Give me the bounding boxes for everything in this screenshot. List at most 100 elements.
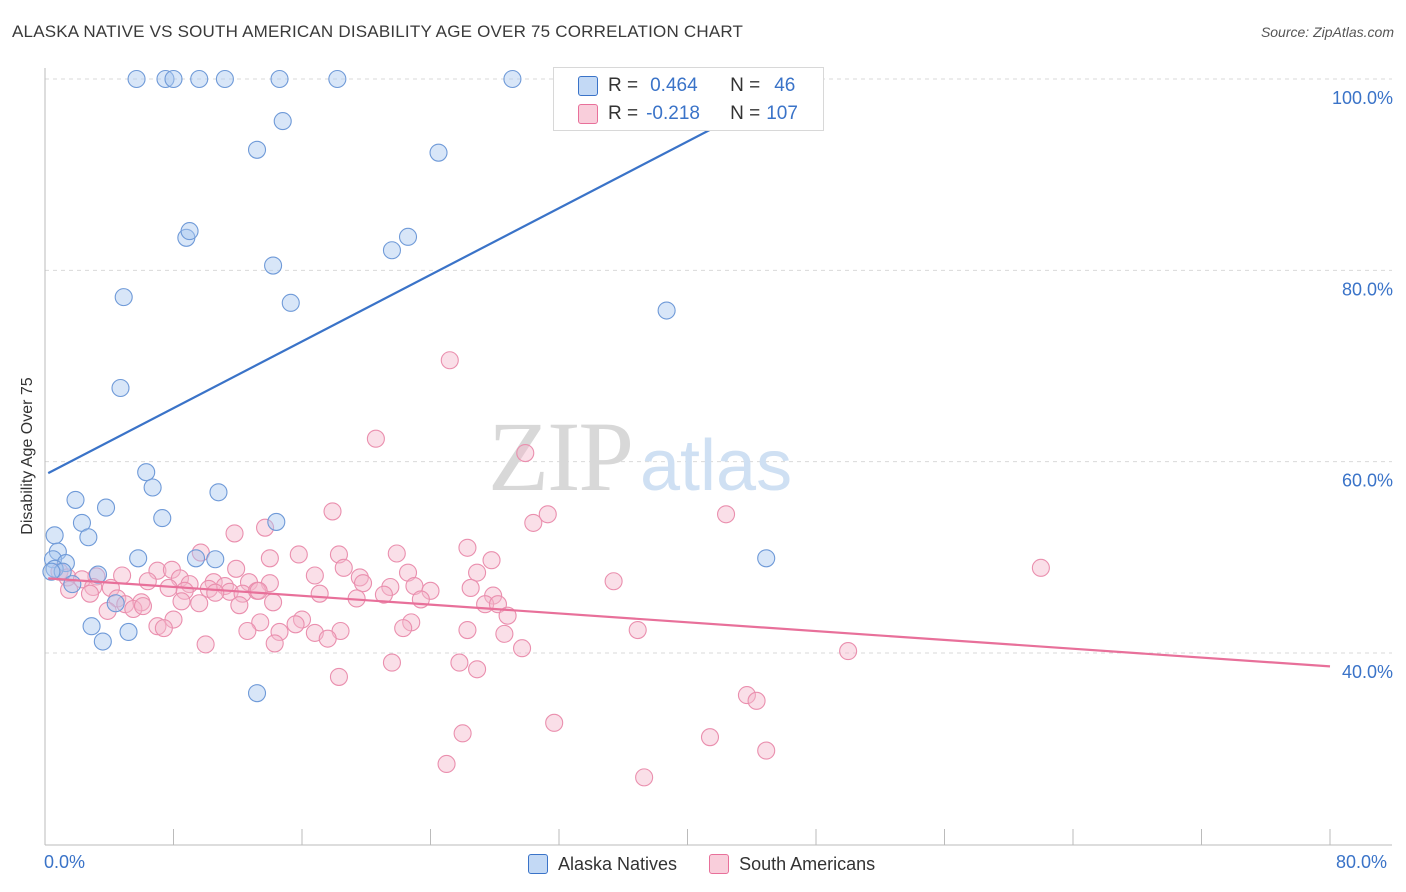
alaska-natives-point-45 — [119, 622, 138, 642]
alaska-natives-point-5 — [270, 69, 289, 89]
y-tick-label-40: 40.0% — [1342, 662, 1393, 682]
legend-r-value: 0.464 — [650, 75, 698, 96]
alaska-natives-point-2 — [164, 69, 183, 89]
alaska-natives-swatch — [528, 854, 548, 874]
south-americans-point-69 — [133, 597, 153, 616]
alaska-natives-point-29 — [79, 528, 98, 547]
south-americans-point-39 — [381, 577, 400, 597]
legend-item-south-americans: South Americans — [709, 854, 875, 875]
south-americans-point-75 — [148, 617, 167, 636]
south-americans-point-59 — [172, 592, 191, 611]
south-americans-point-97 — [545, 713, 564, 732]
south-americans-point-76 — [154, 619, 173, 638]
south-americans-point-78 — [270, 622, 289, 642]
south-americans-point-2 — [516, 444, 535, 463]
south-americans-point-11 — [289, 545, 308, 564]
south-americans-point-21 — [468, 563, 487, 582]
south-americans-point-4 — [538, 505, 557, 524]
alaska-natives-point-36 — [757, 549, 776, 568]
x-tick-label-max: 80.0% — [1336, 852, 1388, 872]
south-americans-point-32 — [138, 572, 157, 591]
south-americans-point-26 — [305, 566, 324, 585]
south-americans-point-104 — [249, 581, 268, 600]
legend-label-south-americans: South Americans — [739, 853, 876, 874]
trend-lines — [47, 78, 1331, 668]
alaska-natives-point-19 — [111, 378, 130, 398]
south-americans-point-52 — [374, 585, 393, 604]
alaska-natives-trend-line — [47, 78, 809, 475]
south-americans-point-90 — [839, 642, 858, 661]
south-americans-point-0 — [440, 351, 459, 370]
alaska-natives-point-22 — [209, 483, 228, 502]
south-americans-point-98 — [453, 724, 472, 743]
alaska-natives-point-7 — [503, 69, 522, 89]
grid-lines — [45, 78, 1392, 654]
alaska-natives-point-46 — [247, 684, 267, 703]
alaska-natives-point-33 — [129, 549, 148, 568]
alaska-natives-point-21 — [143, 478, 162, 497]
alaska-natives-point-34 — [186, 549, 206, 568]
legend-label-alaska-natives: Alaska Natives — [558, 853, 678, 874]
alaska-natives-point-10 — [429, 143, 448, 162]
y-tick-labels: 40.0% 60.0% 80.0% 100.0% — [1332, 88, 1393, 682]
south-americans-point-79 — [286, 615, 305, 634]
alaska-natives-point-39 — [42, 562, 61, 581]
south-americans-point-6 — [524, 513, 543, 532]
alaska-natives-point-12 — [180, 222, 199, 241]
chart-title: ALASKA NATIVE VS SOUTH AMERICAN DISABILI… — [12, 22, 744, 41]
south-americans-point-87 — [318, 629, 337, 648]
alaska-natives-points — [42, 69, 776, 703]
south-americans-point-91 — [450, 653, 469, 672]
y-tick-label-60: 60.0% — [1342, 471, 1393, 491]
alaska-natives-point-41 — [88, 565, 108, 584]
south-americans-point-62 — [264, 593, 283, 612]
south-americans-trend-line — [48, 577, 1331, 668]
y-tick-label-100: 100.0% — [1332, 88, 1393, 108]
south-americans-point-13 — [387, 544, 406, 563]
legend-row-south-americans: R = -0.218 N = 107 — [578, 101, 798, 127]
south-americans-point-103 — [206, 583, 225, 602]
alaska-natives-point-28 — [45, 526, 64, 545]
axes — [44, 68, 1392, 846]
alaska-natives-point-9 — [247, 140, 267, 159]
south-americans-point-8 — [256, 518, 275, 537]
legend-n-value: 46 — [774, 75, 796, 96]
south-americans-point-93 — [468, 660, 487, 679]
south-americans-point-12 — [329, 545, 348, 564]
south-americans-point-96 — [747, 691, 766, 710]
south-americans-point-86 — [265, 634, 284, 653]
legend-r-label: R = — [608, 103, 639, 124]
south-americans-point-82 — [394, 619, 413, 638]
south-americans-point-100 — [757, 741, 776, 760]
south-americans-point-41 — [604, 572, 623, 591]
alaska-natives-point-42 — [106, 594, 125, 613]
south-americans-point-14 — [260, 549, 279, 568]
svg-text:ZIP: ZIP — [488, 401, 632, 512]
alaska-natives-point-14 — [382, 241, 402, 260]
alaska-natives-point-43 — [82, 617, 101, 636]
alaska-natives-point-4 — [215, 69, 234, 89]
south-americans-point-38 — [353, 574, 373, 593]
south-americans-point-61 — [230, 596, 249, 615]
alaska-natives-point-27 — [267, 512, 286, 531]
south-americans-point-102 — [635, 768, 654, 787]
x-tick-label-min: 0.0% — [44, 852, 86, 872]
south-americans-point-51 — [310, 584, 329, 603]
south-americans-point-9 — [458, 538, 477, 557]
alaska-natives-point-35 — [206, 550, 225, 569]
legend-n-label: N = — [730, 103, 761, 124]
alaska-natives-point-17 — [281, 293, 300, 312]
source-credit: Source: ZipAtlas.com — [1260, 24, 1394, 40]
alaska-natives-point-15 — [264, 256, 283, 275]
south-americans-point-77 — [238, 621, 257, 641]
svg-text:atlas: atlas — [640, 426, 792, 506]
south-americans-point-94 — [329, 667, 348, 686]
zipatlas-watermark: ZIP atlas — [488, 401, 792, 512]
south-americans-point-54 — [461, 578, 480, 597]
south-americans-point-15 — [482, 551, 501, 570]
south-americans-point-99 — [700, 728, 720, 747]
south-americans-point-84 — [495, 624, 514, 643]
south-americans-point-71 — [251, 613, 270, 632]
south-americans-point-85 — [628, 620, 647, 640]
